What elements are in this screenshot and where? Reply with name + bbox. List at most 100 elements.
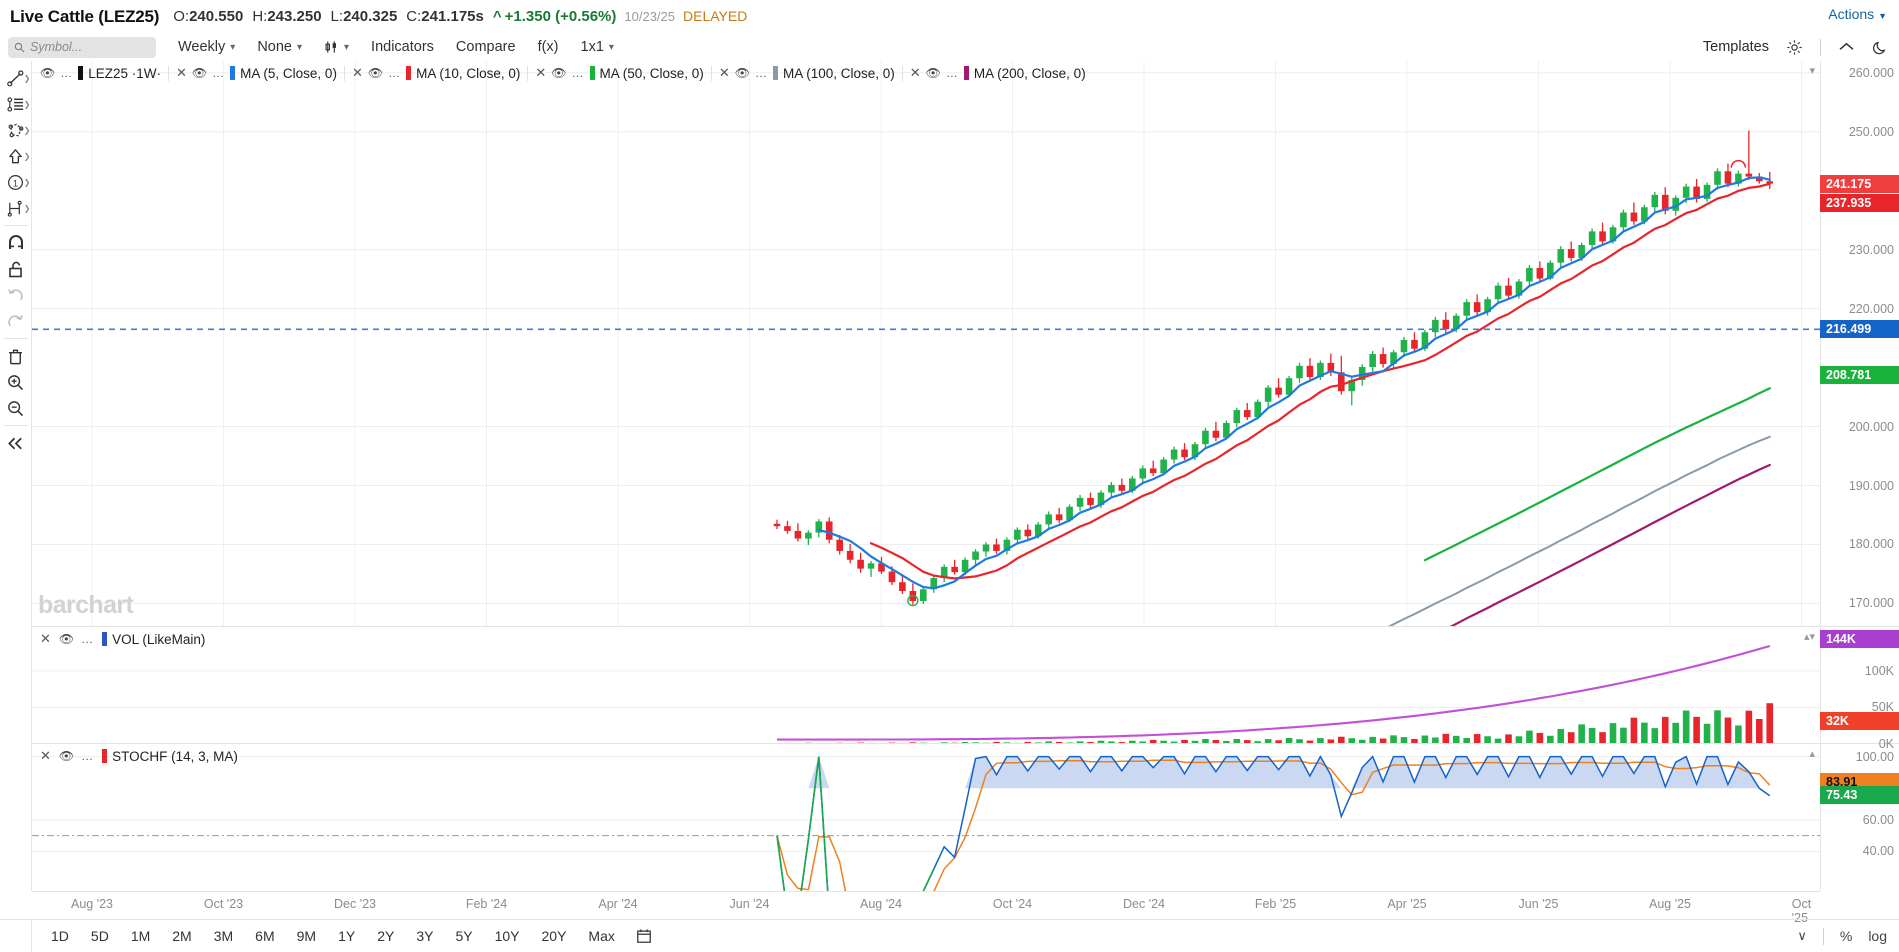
price-axis[interactable]: 260.000 250.000 230.000 220.000 200.000 190.0… bbox=[1820, 61, 1899, 626]
eye-icon[interactable]: 👁 bbox=[40, 66, 56, 80]
collapse-toolbar-button[interactable] bbox=[1838, 41, 1855, 54]
more-options-icon[interactable]: … bbox=[212, 66, 226, 80]
close-indicator-icon[interactable]: ✕ bbox=[176, 65, 187, 80]
close-indicator-icon[interactable]: ✕ bbox=[909, 65, 921, 80]
legend-item[interactable]: 👁 … LEZ25 ·1W· bbox=[40, 66, 161, 81]
symbol-search[interactable]: Symbol... bbox=[8, 36, 156, 58]
function-button[interactable]: f(x) bbox=[537, 39, 559, 55]
redo-button[interactable] bbox=[1, 308, 31, 334]
timeframe-bar: 1D 5D 1M 2M 3M 6M 9M 1Y 2Y 3Y 5Y 10Y 20Y Max ∨ % log bbox=[0, 919, 1899, 952]
timeframe-1y[interactable]: 1Y bbox=[338, 928, 356, 944]
date-axis[interactable]: Aug '23 Oct '23 Dec '23 Feb '24 Apr '24 Jun '… bbox=[32, 891, 1820, 925]
style-selector[interactable]: None ▾ bbox=[257, 39, 302, 55]
price-marker-badge[interactable]: 208.781 bbox=[1820, 365, 1899, 384]
more-options-icon[interactable]: … bbox=[754, 66, 768, 80]
measure-tool[interactable]: ❯ bbox=[1, 195, 31, 221]
price-marker-badge[interactable]: 241.175 bbox=[1820, 174, 1899, 193]
zoom-in-button[interactable] bbox=[1, 369, 31, 395]
stoch-axis[interactable]: 100.00 60.00 40.00 83.91 75.43 bbox=[1820, 744, 1899, 891]
more-options-icon[interactable]: … bbox=[60, 66, 74, 80]
timeframe-3y[interactable]: 3Y bbox=[416, 928, 434, 944]
date-tick: Feb '24 bbox=[465, 897, 508, 911]
legend-label: MA (50, Close, 0) bbox=[599, 65, 704, 81]
lock-tool[interactable] bbox=[1, 256, 31, 282]
expand-button[interactable]: ∨ bbox=[1797, 928, 1807, 943]
price-pane[interactable]: 👁 … LEZ25 ·1W· ✕ 👁 … MA (5, Close, 0) ✕ 👁 … MA (10… bbox=[32, 61, 1899, 627]
interval-selector[interactable]: Weekly ▾ bbox=[178, 39, 235, 55]
more-options-icon[interactable]: … bbox=[81, 749, 95, 763]
legend-item[interactable]: ✕ 👁 … MA (5, Close, 0) bbox=[176, 65, 337, 81]
timeframe-1d[interactable]: 1D bbox=[51, 928, 69, 944]
shapes-tool[interactable]: ❯ bbox=[1, 117, 31, 143]
calendar-button[interactable] bbox=[636, 928, 652, 944]
more-options-icon[interactable]: … bbox=[945, 66, 959, 80]
actions-menu[interactable]: Actions ▼ bbox=[1828, 6, 1887, 22]
eye-icon[interactable]: 👁 bbox=[58, 632, 75, 646]
eye-icon[interactable]: 👁 bbox=[191, 66, 208, 80]
layout-selector[interactable]: 1x1 ▾ bbox=[581, 39, 614, 55]
close-indicator-icon[interactable]: ✕ bbox=[40, 748, 51, 763]
volume-marker-badge[interactable]: 32K bbox=[1820, 711, 1899, 730]
log-scale-button[interactable]: log bbox=[1868, 928, 1887, 944]
numbered-marker-tool[interactable]: 1 ❯ bbox=[1, 169, 31, 195]
volume-marker-badge[interactable]: 144K bbox=[1820, 629, 1899, 648]
legend-item[interactable]: ✕ 👁 … MA (10, Close, 0) bbox=[352, 65, 520, 81]
axis-tick: 0K bbox=[1878, 737, 1894, 751]
more-options-icon[interactable]: … bbox=[388, 66, 402, 80]
close-indicator-icon[interactable]: ✕ bbox=[535, 65, 547, 80]
timeframe-2m[interactable]: 2M bbox=[172, 928, 192, 944]
theme-toggle-button[interactable] bbox=[1872, 39, 1889, 56]
eye-icon[interactable]: 👁 bbox=[551, 66, 567, 80]
eye-icon[interactable]: 👁 bbox=[734, 66, 750, 80]
annotation-tool[interactable]: ❯ bbox=[1, 91, 31, 117]
zoom-out-button[interactable] bbox=[1, 395, 31, 421]
legend-divider bbox=[527, 65, 529, 81]
legend-item[interactable]: ✕ 👁 … MA (50, Close, 0) bbox=[535, 65, 703, 81]
timeframe-5d[interactable]: 5D bbox=[90, 928, 109, 944]
trendline-tool[interactable]: ❯ bbox=[1, 65, 31, 91]
collapse-rail-button[interactable] bbox=[1, 430, 31, 456]
close-indicator-icon[interactable]: ✕ bbox=[718, 65, 730, 80]
close-indicator-icon[interactable]: ✕ bbox=[351, 65, 363, 80]
magnet-tool[interactable] bbox=[1, 230, 31, 256]
stoch-plot[interactable] bbox=[32, 744, 1820, 891]
compare-button[interactable]: Compare bbox=[455, 39, 516, 55]
stoch-marker-badge[interactable]: 75.43 bbox=[1820, 786, 1899, 805]
undo-button[interactable] bbox=[1, 282, 31, 308]
price-marker-badge[interactable]: 237.935 bbox=[1820, 193, 1899, 212]
timeframe-6m[interactable]: 6M bbox=[255, 928, 275, 944]
legend-item[interactable]: ✕ 👁 … MA (200, Close, 0) bbox=[910, 65, 1086, 81]
timeframe-5y[interactable]: 5Y bbox=[455, 928, 473, 944]
delete-button[interactable] bbox=[1, 343, 31, 369]
volume-plot[interactable] bbox=[32, 627, 1820, 743]
price-plot[interactable]: barchart bbox=[32, 61, 1820, 626]
close-indicator-icon[interactable]: ✕ bbox=[40, 631, 51, 646]
stoch-pane-collapse[interactable]: ▴ bbox=[1809, 748, 1815, 760]
arrow-tool[interactable]: ❯ bbox=[1, 143, 31, 169]
stochastic-pane[interactable]: ✕ 👁 … STOCHF (14, 3, MA) ▴ 100.00 60.00 40… bbox=[32, 744, 1899, 891]
price-marker-badge[interactable]: 216.499 bbox=[1820, 320, 1899, 339]
timeframe-3m[interactable]: 3M bbox=[213, 928, 234, 944]
eye-icon[interactable]: 👁 bbox=[925, 66, 941, 80]
templates-button[interactable]: Templates bbox=[1702, 39, 1769, 55]
more-options-icon[interactable]: … bbox=[81, 632, 95, 646]
timeframe-9m[interactable]: 9M bbox=[296, 928, 317, 944]
legend-item[interactable]: ✕ 👁 … MA (100, Close, 0) bbox=[719, 65, 895, 81]
timeframe-20y[interactable]: 20Y bbox=[541, 928, 567, 944]
eye-icon[interactable]: 👁 bbox=[58, 749, 75, 763]
volume-axis[interactable]: 100K 50K 0K 144K 32K bbox=[1820, 627, 1899, 751]
percent-scale-button[interactable]: % bbox=[1839, 928, 1853, 944]
indicators-button[interactable]: Indicators bbox=[371, 39, 434, 55]
eye-icon[interactable]: 👁 bbox=[367, 66, 384, 80]
timeframe-10y[interactable]: 10Y bbox=[494, 928, 520, 944]
price-pane-collapse[interactable]: ▾ bbox=[1809, 65, 1815, 77]
more-options-icon[interactable]: … bbox=[571, 66, 585, 80]
volume-pane-controls[interactable]: ▴▾ bbox=[1803, 631, 1815, 643]
timeframe-max[interactable]: Max bbox=[588, 928, 615, 944]
timeframe-2y[interactable]: 2Y bbox=[377, 928, 395, 944]
legend-divider bbox=[168, 65, 170, 81]
settings-button[interactable] bbox=[1786, 39, 1803, 56]
timeframe-1m[interactable]: 1M bbox=[130, 928, 151, 944]
volume-pane[interactable]: ✕ 👁 … VOL (LikeMain) ▴▾ 100K 50K 0K 144K 32K bbox=[32, 627, 1899, 751]
chart-type-selector[interactable]: ▾ bbox=[324, 40, 349, 54]
